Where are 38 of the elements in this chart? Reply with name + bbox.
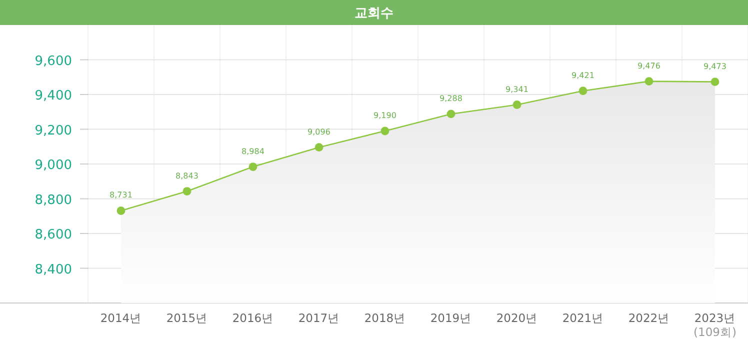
y-tick-label: 9,000: [34, 158, 72, 173]
x-tick-label: 2014년: [100, 311, 142, 325]
x-tick-label: 2015년: [166, 311, 208, 325]
x-tick-label: 2016년: [232, 311, 274, 325]
y-tick-label: 9,600: [34, 54, 72, 69]
data-label: 9,341: [506, 84, 528, 94]
chart-title: 교회수: [354, 6, 394, 21]
point: [578, 86, 588, 96]
point: [314, 143, 324, 152]
y-tick-label: 8,800: [34, 192, 72, 208]
point: [248, 162, 258, 171]
data-label: 8,984: [242, 146, 264, 156]
point: [116, 206, 126, 215]
x-tick-label: 2018년: [364, 311, 406, 325]
data-label: 9,476: [638, 61, 660, 70]
x-tick-label: 2017년: [298, 311, 340, 325]
y-tick-label: 9,400: [34, 88, 72, 104]
x-tick-label: 2023년 (109회): [694, 311, 736, 339]
point: [710, 78, 720, 86]
point: [446, 110, 456, 118]
data-label: 8,843: [176, 171, 198, 180]
data-label: 9,473: [704, 62, 726, 71]
data-label: 8,731: [110, 190, 132, 200]
x-tick-label: 2020년: [496, 311, 538, 325]
x-tick-label: 2022년: [628, 311, 670, 325]
data-label: 9,096: [308, 127, 330, 136]
point: [182, 187, 192, 196]
point: [512, 100, 522, 109]
point: [380, 126, 390, 136]
y-tick-label: 8,400: [34, 262, 72, 278]
x-tick-label: 2021년: [562, 311, 604, 325]
data-label: 9,288: [440, 94, 462, 103]
y-tick-label: 8,600: [34, 228, 72, 242]
data-label: 9,421: [572, 70, 594, 80]
x-tick-label: 2019년: [430, 311, 472, 325]
data-label: 9,190: [374, 110, 396, 120]
point: [644, 77, 654, 86]
y-tick-label: 9,200: [34, 123, 72, 138]
